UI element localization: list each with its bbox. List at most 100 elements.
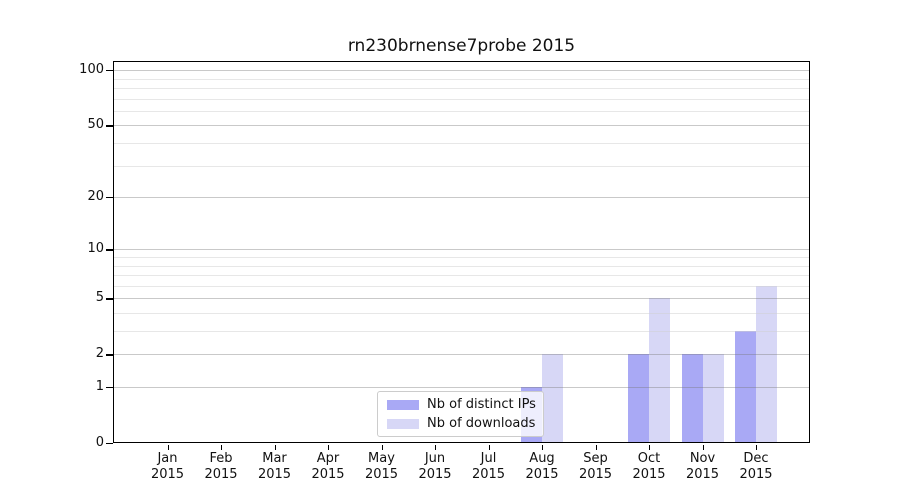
y-axis-tick-label: 20 <box>87 189 104 205</box>
month-label: Jul <box>480 451 497 466</box>
x-axis-tick-label: Jan 2015 <box>140 451 196 483</box>
x-axis-tick <box>435 444 437 450</box>
x-axis-tick <box>381 444 383 450</box>
x-axis-tick-label: Feb 2015 <box>193 451 249 483</box>
bar-ips <box>681 354 703 443</box>
grid-line-minor <box>113 78 810 80</box>
x-axis-tick <box>328 444 330 450</box>
y-axis-tick-label: 100 <box>79 62 104 78</box>
y-axis-tick <box>106 125 113 127</box>
grid-line-major <box>113 249 810 251</box>
year-label: 2015 <box>204 467 238 482</box>
bar-downloads <box>542 354 563 443</box>
grid-line-major <box>113 197 810 199</box>
grid-line-minor <box>113 257 810 258</box>
month-label: Oct <box>637 451 661 466</box>
month-label: Sep <box>583 451 608 466</box>
bar-downloads <box>756 285 777 443</box>
month-label: Aug <box>529 451 555 466</box>
x-axis-tick <box>274 444 276 450</box>
grid-line-minor <box>113 143 810 145</box>
x-axis-tick-label: Jun 2015 <box>407 451 463 483</box>
x-axis-tick <box>756 444 758 450</box>
legend-swatch-ips <box>387 399 419 410</box>
grid-line-major <box>113 125 810 127</box>
grid-line-minor <box>113 265 810 267</box>
grid-line-minor <box>113 110 810 112</box>
x-axis-tick <box>221 444 223 450</box>
legend-label: Nb of distinct IPs <box>427 397 536 412</box>
year-label: 2015 <box>739 467 773 482</box>
grid-line-major <box>113 298 810 300</box>
year-label: 2015 <box>364 467 399 482</box>
x-axis-tick-label: Mar 2015 <box>247 451 303 483</box>
y-axis-tick <box>106 354 113 356</box>
x-axis-tick-label: Nov 2015 <box>675 451 731 483</box>
x-axis-tick <box>542 444 544 450</box>
grid-line-major <box>113 387 810 388</box>
grid-line-minor <box>113 88 810 90</box>
grid-line-minor <box>113 98 810 100</box>
x-axis-tick <box>167 444 169 450</box>
y-axis-tick <box>106 298 113 300</box>
bar-ips <box>735 331 756 443</box>
legend-item: Nb of downloads <box>387 416 543 431</box>
y-axis-tick-label: 0 <box>95 435 104 450</box>
bar-ips <box>628 354 649 443</box>
x-axis-tick-label: Apr 2015 <box>300 451 356 483</box>
year-label: 2015 <box>685 467 720 482</box>
x-axis-tick <box>595 444 597 450</box>
month-label: Nov <box>689 451 716 466</box>
x-axis-tick <box>702 444 704 450</box>
y-axis-tick-label: 50 <box>87 117 104 133</box>
year-label: 2015 <box>632 467 666 482</box>
year-label: 2015 <box>578 467 613 482</box>
y-axis-tick-label: 1 <box>95 379 104 394</box>
legend-label: Nb of downloads <box>427 416 536 431</box>
month-label: May <box>368 451 395 466</box>
month-label: Apr <box>316 451 340 466</box>
y-axis-tick <box>106 387 113 389</box>
grid-line-minor <box>113 275 810 277</box>
x-axis-tick-label: Oct 2015 <box>621 451 677 483</box>
year-label: 2015 <box>418 467 452 482</box>
year-label: 2015 <box>525 467 559 482</box>
x-axis-tick-label: Dec 2015 <box>728 451 784 483</box>
legend-swatch-downloads <box>387 418 419 429</box>
y-axis-tick-label: 5 <box>95 290 104 306</box>
grid-line-minor <box>113 331 810 333</box>
year-label: 2015 <box>150 467 185 482</box>
grid-line-major <box>113 354 810 356</box>
y-axis-tick <box>106 443 113 445</box>
bar-downloads <box>702 354 724 443</box>
month-label: Jun <box>424 451 446 466</box>
y-axis-tick-label: 2 <box>95 346 104 362</box>
plot-area <box>106 61 810 450</box>
month-label: Mar <box>262 451 287 466</box>
x-axis-tick-label: Aug 2015 <box>514 451 570 483</box>
grid-line-minor <box>113 165 810 167</box>
chart-title: rn230brnense7probe 2015 <box>347 36 576 56</box>
grid-line-minor <box>113 312 810 314</box>
grid-line-major <box>113 70 810 72</box>
x-axis-tick-label: May 2015 <box>354 451 410 483</box>
month-label: Jan <box>157 451 178 466</box>
year-label: 2015 <box>311 467 345 482</box>
bar-downloads <box>649 298 670 443</box>
y-axis-tick <box>106 197 113 199</box>
legend: Nb of distinct IPs Nb of downloads <box>377 391 544 437</box>
year-label: 2015 <box>471 467 506 482</box>
y-axis-tick <box>106 70 113 72</box>
x-axis-tick-label: Jul 2015 <box>461 451 517 483</box>
legend-item: Nb of distinct IPs <box>387 397 543 412</box>
y-axis-tick <box>106 249 113 251</box>
month-label: Dec <box>743 451 769 466</box>
year-label: 2015 <box>257 467 292 482</box>
x-axis-tick <box>488 444 490 450</box>
grid-line-minor <box>113 285 810 287</box>
month-label: Feb <box>209 451 233 466</box>
y-axis-tick-label: 10 <box>87 241 104 257</box>
x-axis-tick <box>649 444 651 450</box>
x-axis-tick-label: Sep 2015 <box>568 451 624 483</box>
